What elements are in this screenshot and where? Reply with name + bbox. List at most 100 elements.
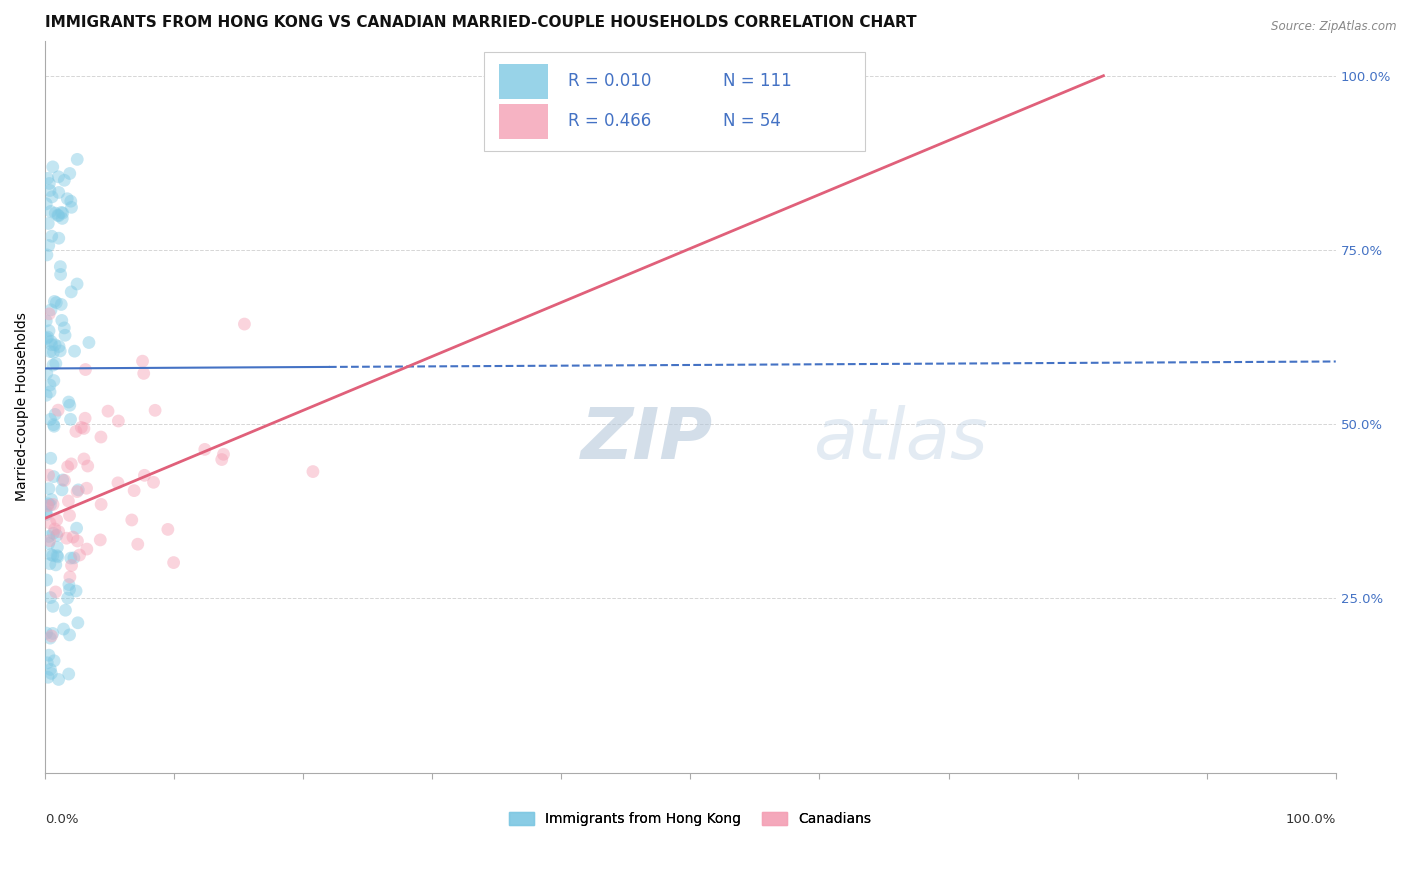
Point: [38, 324, 60, 338]
Point: [121, 513, 143, 527]
Point: [39, 204, 62, 219]
Point: [39, 591, 62, 605]
Point: [58, 582, 80, 597]
Point: [143, 403, 166, 417]
Point: [39, 631, 62, 645]
Point: [62, 530, 84, 544]
Point: [127, 537, 149, 551]
Point: [51, 483, 73, 497]
Point: [56, 459, 79, 474]
Point: [41, 626, 63, 640]
Point: [35, 366, 58, 380]
Point: [37, 171, 59, 186]
Point: [58, 494, 80, 508]
Point: [76, 542, 98, 557]
Point: [35, 573, 58, 587]
Point: [142, 475, 165, 490]
Point: [42, 358, 65, 372]
Point: [59, 551, 82, 566]
Point: [39, 662, 62, 676]
Point: [35, 505, 58, 519]
Point: [58, 395, 80, 409]
Point: [48, 524, 70, 539]
Point: [73, 421, 96, 435]
Point: [38, 482, 60, 496]
Point: [37, 656, 59, 670]
Point: [66, 153, 89, 167]
Point: [38, 177, 60, 191]
Point: [44, 408, 66, 422]
Point: [44, 522, 66, 536]
Point: [53, 474, 76, 488]
Point: [48, 673, 70, 687]
Point: [39, 498, 62, 512]
Point: [42, 498, 65, 512]
Point: [41, 629, 63, 643]
Point: [39, 548, 62, 562]
Point: [38, 557, 60, 571]
Point: [38, 516, 60, 530]
Point: [37, 499, 59, 513]
Point: [73, 452, 96, 467]
Point: [45, 356, 67, 370]
Point: [42, 419, 65, 434]
Text: R = 0.010: R = 0.010: [568, 72, 651, 90]
Point: [48, 339, 70, 353]
Point: [211, 452, 233, 467]
Point: [131, 354, 153, 368]
Point: [58, 628, 80, 642]
Point: [51, 297, 73, 311]
Point: [51, 205, 73, 219]
Point: [41, 190, 63, 204]
Point: [35, 314, 58, 328]
Point: [89, 533, 111, 547]
Point: [35, 626, 58, 640]
Point: [69, 548, 91, 562]
Point: [46, 208, 69, 222]
Point: [38, 468, 60, 483]
Point: [75, 411, 97, 425]
Point: [42, 345, 65, 359]
Point: [48, 209, 70, 223]
Point: [76, 481, 98, 495]
Point: [58, 667, 80, 681]
Point: [70, 420, 93, 434]
Text: N = 54: N = 54: [723, 112, 780, 130]
Point: [53, 173, 76, 187]
Text: 0.0%: 0.0%: [45, 813, 79, 826]
Point: [66, 615, 89, 630]
Text: Source: ZipAtlas.com: Source: ZipAtlas.com: [1271, 20, 1396, 33]
Point: [55, 603, 77, 617]
Point: [41, 229, 63, 244]
Point: [42, 599, 65, 614]
Point: [302, 465, 325, 479]
Text: atlas: atlas: [813, 405, 987, 475]
Text: N = 111: N = 111: [723, 72, 792, 90]
Point: [194, 442, 217, 457]
Text: R = 0.466: R = 0.466: [568, 112, 651, 130]
Point: [39, 384, 62, 399]
Point: [42, 469, 65, 483]
Point: [52, 473, 75, 487]
Text: IMMIGRANTS FROM HONG KONG VS CANADIAN MARRIED-COUPLE HOUSEHOLDS CORRELATION CHAR: IMMIGRANTS FROM HONG KONG VS CANADIAN MA…: [45, 15, 917, 30]
Point: [48, 186, 70, 200]
Point: [212, 447, 235, 461]
Point: [52, 622, 75, 636]
Point: [48, 231, 70, 245]
Point: [39, 334, 62, 349]
Point: [38, 307, 60, 321]
Point: [51, 313, 73, 327]
Point: [46, 549, 69, 563]
Point: [39, 344, 62, 359]
Point: [49, 343, 72, 358]
Point: [90, 497, 112, 511]
Point: [35, 331, 58, 345]
Point: [46, 541, 69, 555]
Point: [156, 523, 179, 537]
Point: [97, 404, 120, 418]
Point: [59, 570, 82, 584]
Point: [76, 458, 98, 473]
Point: [45, 558, 67, 572]
Point: [35, 248, 58, 262]
FancyBboxPatch shape: [499, 103, 548, 139]
